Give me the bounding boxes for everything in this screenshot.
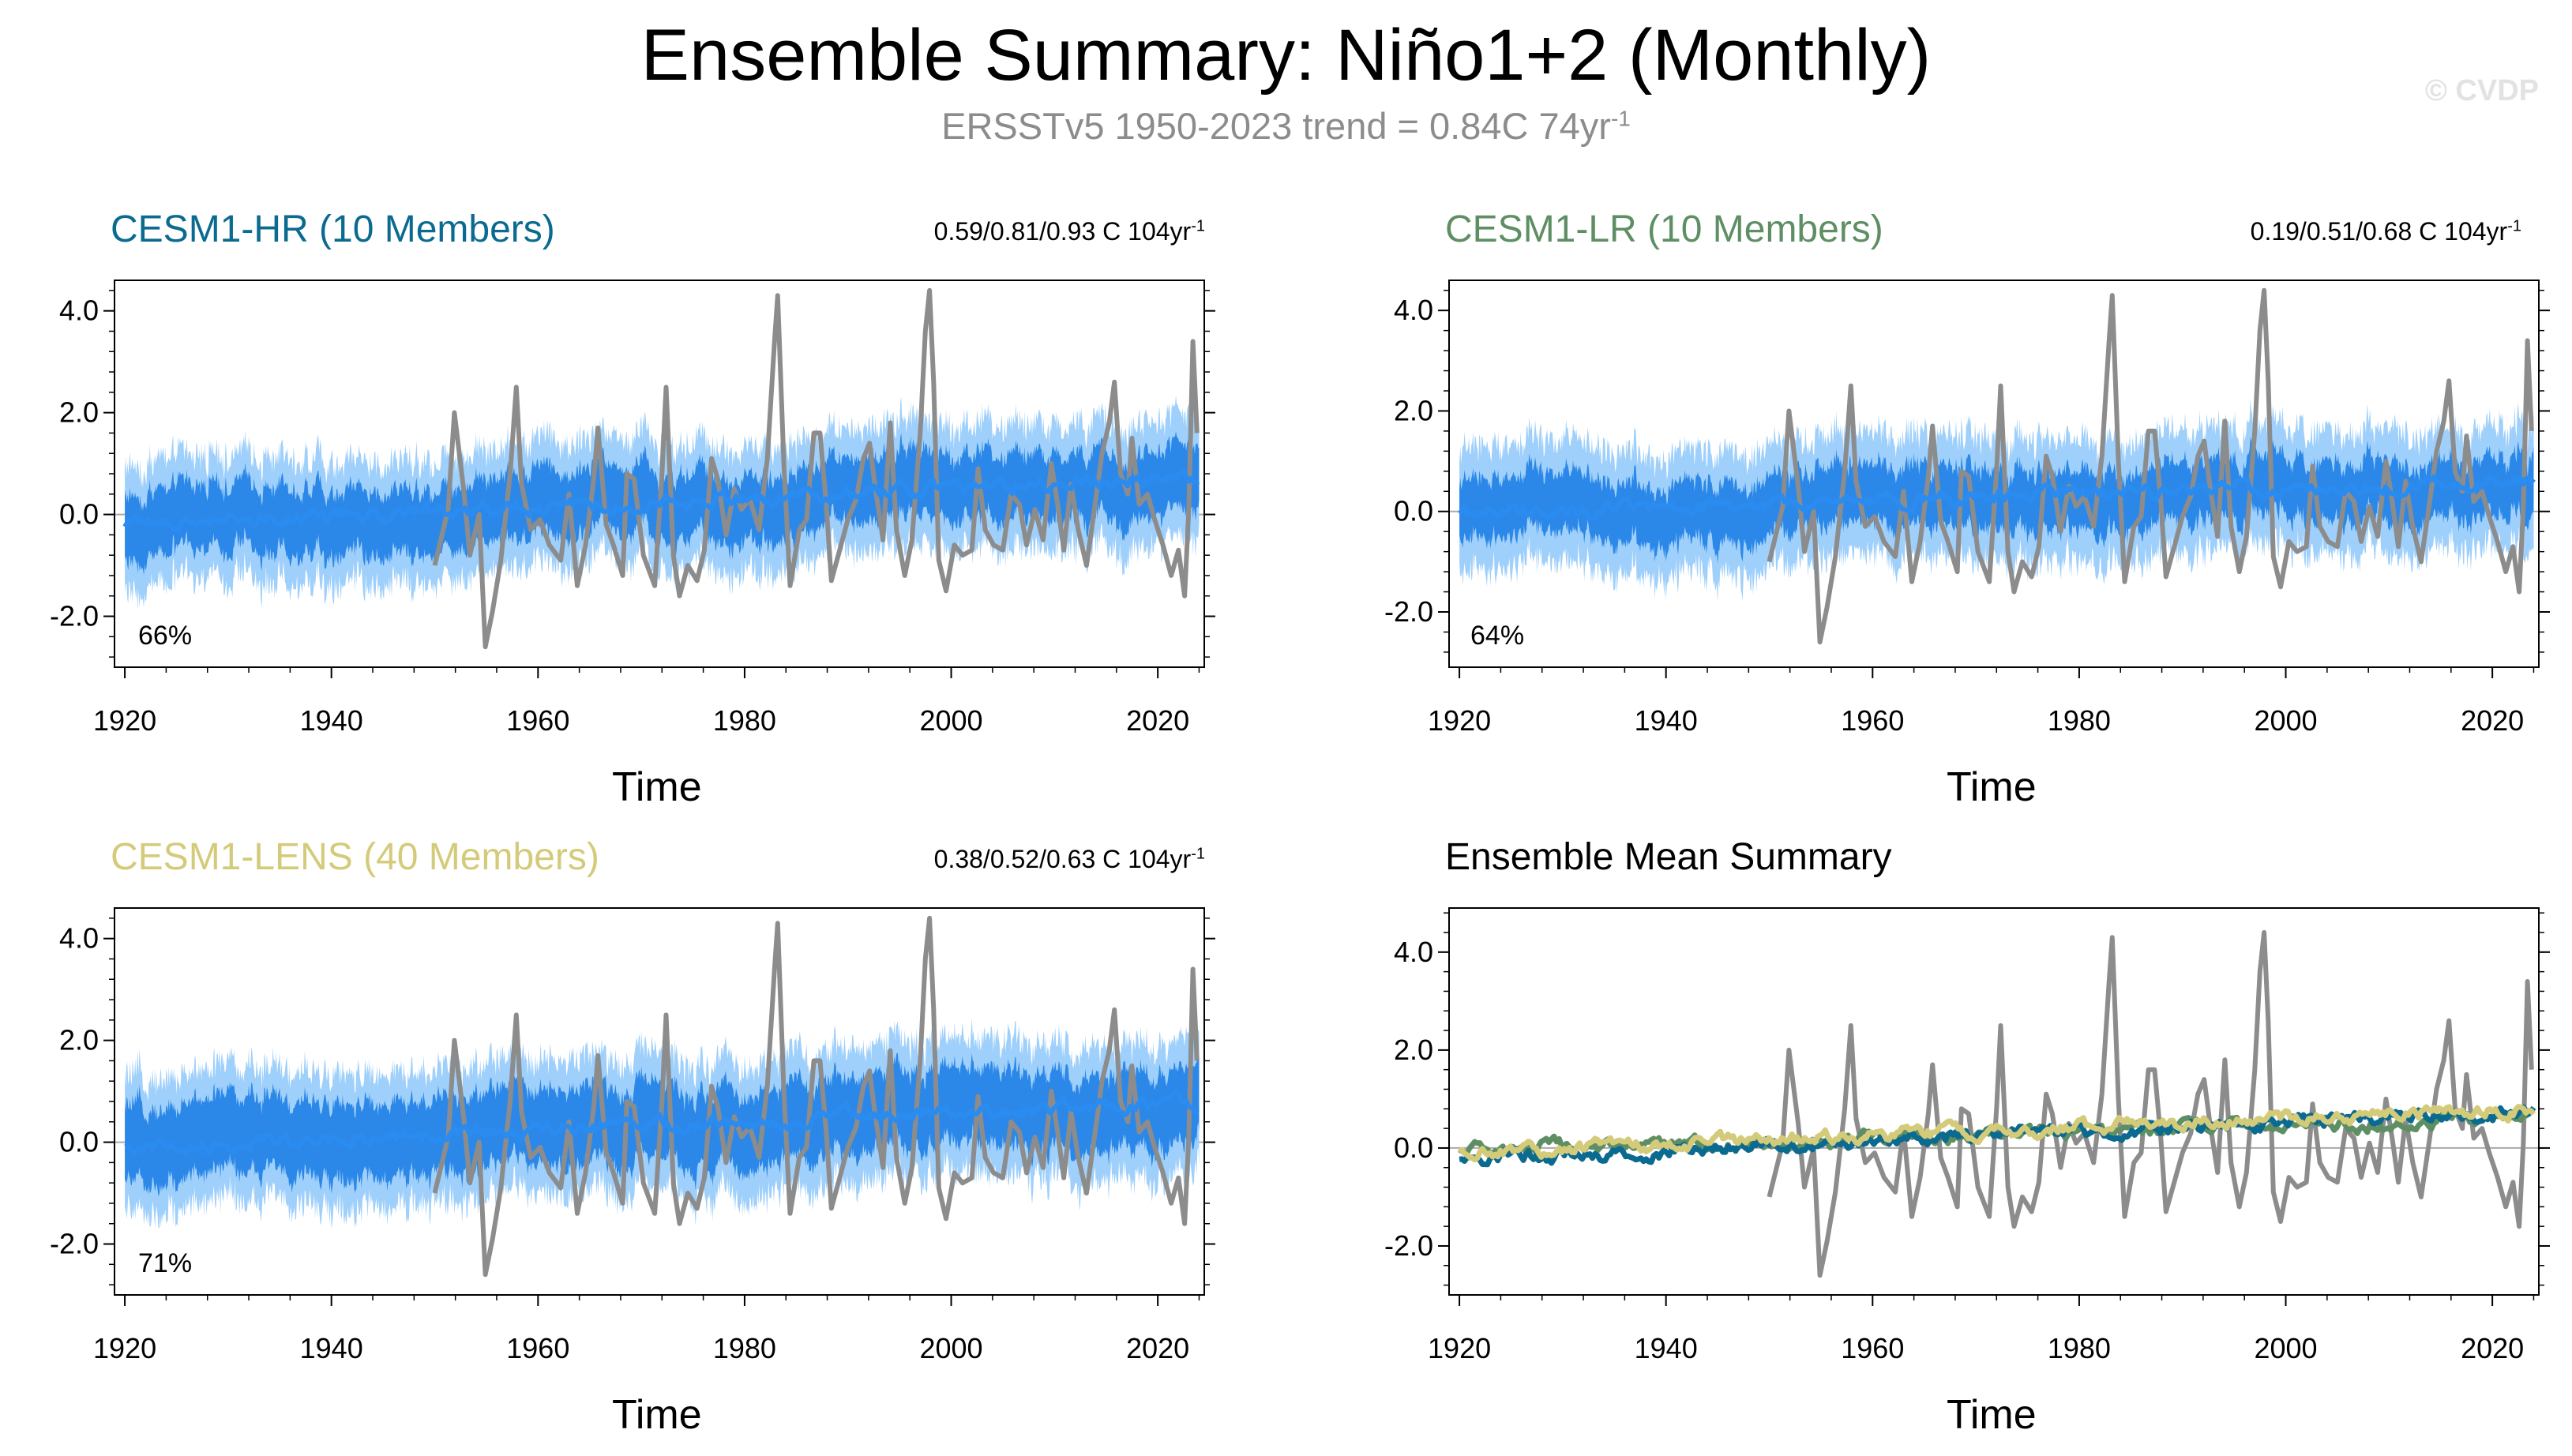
ensemble-mean-line-cesm1-lens — [1457, 1104, 2536, 1163]
x-axis: 1920 1940 1960 1980 2000 2020 — [1428, 1295, 2535, 1364]
observed-line — [432, 915, 1200, 1278]
x-tick-label: 1980 — [2048, 1332, 2111, 1364]
page-subtitle: ERSSTv5 1950-2023 trend = 0.84C 74yr-1 — [0, 104, 2572, 148]
x-tick-label: 1980 — [2048, 704, 2111, 737]
y-tick-label: 4.0 — [1394, 294, 1433, 326]
observed-line — [432, 287, 1200, 650]
x-tick-label: 2020 — [2461, 704, 2524, 737]
y-tick-label: 4.0 — [1394, 936, 1433, 968]
plot-frame — [1448, 280, 2540, 668]
x-tick-label: 1980 — [713, 704, 776, 737]
chart-cesm1-lr: -2.0 0.0 2.0 4.0 1920 1940 1960 1980 2000 2020 — [1384, 280, 2550, 737]
x-tick-label: 2000 — [2254, 704, 2317, 737]
panel-title-summary: Ensemble Mean Summary — [1445, 836, 1892, 878]
x-tick-label: 1920 — [93, 704, 156, 737]
observed-line — [1767, 287, 2534, 645]
panel-cesm1-lens: -2.0 0.0 2.0 4.0 1920 1940 1960 1980 2000 2020 CE… — [0, 829, 1271, 1438]
x-tick-label: 1960 — [506, 704, 569, 737]
x-axis-label-summary: Time — [1947, 1392, 2037, 1438]
observed-line — [1767, 930, 2534, 1278]
ensemble-mean-line-cesm1-hr — [1459, 1104, 2536, 1168]
x-tick-label: 2000 — [919, 704, 982, 737]
series-group — [1457, 287, 2536, 645]
plot-frame — [1448, 907, 2540, 1296]
x-tick-label: 2000 — [2254, 1332, 2317, 1364]
x-tick-label: 1940 — [300, 1332, 363, 1364]
x-axis-label-lens: Time — [612, 1392, 702, 1438]
trend-text-lens: 0.38/0.52/0.63 C 104yr — [933, 845, 1192, 873]
x-tick-label: 1920 — [93, 1332, 156, 1364]
y-tick-label: -2.0 — [50, 1228, 99, 1260]
y-tick-label: 0.0 — [59, 1126, 99, 1158]
y-tick-label: 2.0 — [1394, 1034, 1433, 1066]
y-tick-label: -2.0 — [1384, 1229, 1433, 1262]
y-tick-label: 0.0 — [1394, 495, 1433, 527]
chart-ensemble-mean-summary: -2.0 0.0 2.0 4.0 1920 1940 1960 1980 2000 2020 — [1384, 907, 2550, 1364]
ensemble-mean-line — [1457, 474, 2536, 522]
x-tick-label: 1960 — [506, 1332, 569, 1364]
panel-title-hr: CESM1-HR (10 Members) — [111, 208, 555, 250]
panel-trend-hr: 0.59/0.81/0.93 C 104yr-1 — [934, 217, 1205, 246]
panel-cesm1-hr: -2.0 0.0 2.0 4.0 1920 1940 1960 1980 2000 2020 CE… — [0, 201, 1271, 810]
ensemble-mean-line — [122, 468, 1200, 533]
y-axis: -2.0 0.0 2.0 4.0 — [1384, 289, 2550, 653]
ensemble-mean-line — [124, 1088, 1200, 1156]
x-axis: 1920 1940 1960 1980 2000 2020 — [93, 667, 1200, 737]
trend-sup-lr: -1 — [2507, 217, 2521, 235]
chart-cesm1-lens: -2.0 0.0 2.0 4.0 1920 1940 1960 1980 2000 2020 — [50, 907, 1215, 1364]
trend-sup-hr: -1 — [1191, 217, 1205, 235]
y-tick-label: 4.0 — [59, 295, 99, 327]
x-axis-label-hr: Time — [612, 764, 702, 810]
y-axis: -2.0 0.0 2.0 4.0 — [1384, 912, 2550, 1286]
y-tick-label: 0.0 — [1394, 1131, 1433, 1164]
x-tick-label: 1920 — [1428, 1332, 1491, 1364]
series-group — [124, 915, 1200, 1278]
panel-trend-lens: 0.38/0.52/0.63 C 104yr-1 — [934, 845, 1205, 874]
x-tick-label: 2020 — [1126, 1332, 1189, 1364]
y-tick-label: 2.0 — [59, 396, 99, 429]
x-tick-label: 2000 — [919, 1332, 982, 1364]
panel-trend-lr: 0.19/0.51/0.68 C 104yr-1 — [2251, 217, 2521, 246]
percent-label-hr: 66% — [138, 621, 193, 651]
series-group — [1457, 930, 2536, 1278]
x-axis: 1920 1940 1960 1980 2000 2020 — [1428, 667, 2535, 737]
series-group — [122, 287, 1200, 650]
x-tick-label: 1940 — [1635, 1332, 1698, 1364]
panel-title-lr: CESM1-LR (10 Members) — [1445, 208, 1883, 250]
percent-label-lr: 64% — [1470, 621, 1525, 651]
percent-label-lens: 71% — [138, 1248, 193, 1278]
x-tick-label: 1960 — [1841, 1332, 1904, 1364]
x-tick-label: 1960 — [1841, 704, 1904, 737]
x-tick-label: 1980 — [713, 1332, 776, 1364]
trend-text-lr: 0.19/0.51/0.68 C 104yr — [2250, 217, 2508, 246]
trend-sup-lens: -1 — [1191, 845, 1205, 863]
x-tick-label: 1920 — [1428, 704, 1491, 737]
y-axis: -2.0 0.0 2.0 4.0 — [50, 290, 1215, 658]
x-tick-label: 1940 — [1635, 704, 1698, 737]
y-tick-label: 2.0 — [59, 1024, 99, 1056]
x-tick-label: 2020 — [2461, 1332, 2524, 1364]
page-title: Ensemble Summary: Niño1+2 (Monthly) — [640, 15, 1932, 96]
cvdp-watermark: © CVDP — [2424, 74, 2539, 107]
chart-cesm1-hr: -2.0 0.0 2.0 4.0 1920 1940 1960 1980 2000 2020 — [50, 280, 1215, 737]
y-tick-label: -2.0 — [1384, 595, 1433, 628]
panel-cesm1-lr: -2.0 0.0 2.0 4.0 1920 1940 1960 1980 2000 2020 CE… — [1335, 201, 2572, 810]
y-tick-label: 0.0 — [59, 498, 99, 531]
x-tick-label: 1940 — [300, 704, 363, 737]
panel-title-lens: CESM1-LENS (40 Members) — [111, 836, 599, 878]
x-tick-label: 2020 — [1126, 704, 1189, 737]
y-axis: -2.0 0.0 2.0 4.0 — [50, 918, 1215, 1285]
x-axis: 1920 1940 1960 1980 2000 2020 — [93, 1295, 1200, 1364]
y-tick-label: 4.0 — [59, 922, 99, 955]
x-axis-label-lr: Time — [1947, 764, 2037, 810]
subtitle-text: ERSSTv5 1950-2023 trend = 0.84C 74yr — [941, 105, 1611, 147]
trend-text-hr: 0.59/0.81/0.93 C 104yr — [933, 217, 1192, 246]
subtitle-superscript: -1 — [1610, 106, 1631, 131]
y-tick-label: 2.0 — [1394, 394, 1433, 426]
y-tick-label: -2.0 — [50, 600, 99, 632]
panel-ensemble-mean-summary: -2.0 0.0 2.0 4.0 1920 1940 1960 1980 2000 2020 En… — [1335, 829, 2572, 1438]
